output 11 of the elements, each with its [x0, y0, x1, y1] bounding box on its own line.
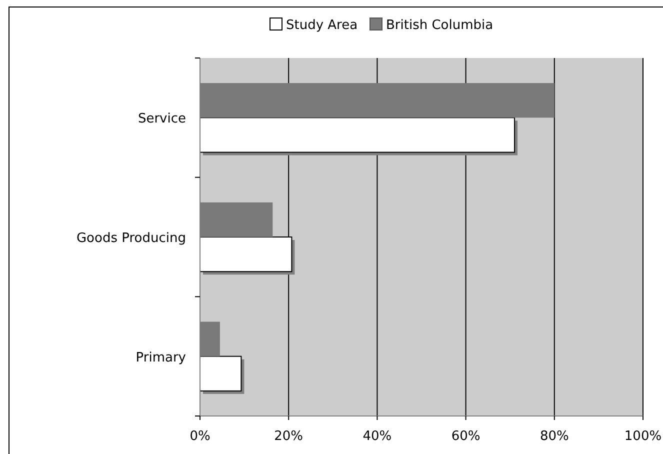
legend-label: Study Area [286, 18, 358, 33]
x-tick-label: 40% [362, 429, 392, 444]
x-tick-label: 0% [190, 429, 210, 444]
y-tick-label: Service [138, 112, 186, 127]
x-tick-label: 20% [274, 429, 304, 444]
x-tick-label: 100% [624, 429, 662, 444]
x-tick-label: 60% [451, 429, 480, 444]
y-tick-label: Primary [136, 350, 186, 366]
y-tick-label: Goods Producing [76, 231, 186, 246]
legend-label: British Columbia [386, 18, 494, 33]
x-tick-label: 80% [540, 429, 569, 444]
